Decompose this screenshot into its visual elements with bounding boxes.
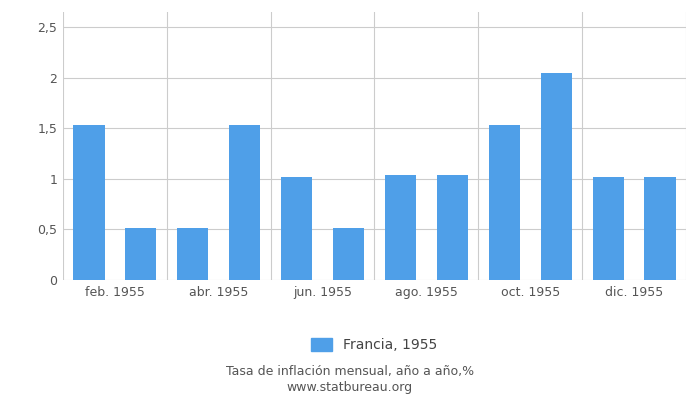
Bar [645,177,676,280]
Bar [177,228,209,280]
Bar [437,175,468,280]
Bar [229,125,260,280]
Bar [125,228,156,280]
Legend: Francia, 1955: Francia, 1955 [306,332,443,358]
Bar [385,175,416,280]
Bar [333,228,364,280]
Bar [74,125,104,280]
Bar [540,73,572,280]
Bar [592,177,624,280]
Bar [281,177,312,280]
Text: Tasa de inflación mensual, año a año,%: Tasa de inflación mensual, año a año,% [226,366,474,378]
Bar [489,125,520,280]
Text: www.statbureau.org: www.statbureau.org [287,382,413,394]
